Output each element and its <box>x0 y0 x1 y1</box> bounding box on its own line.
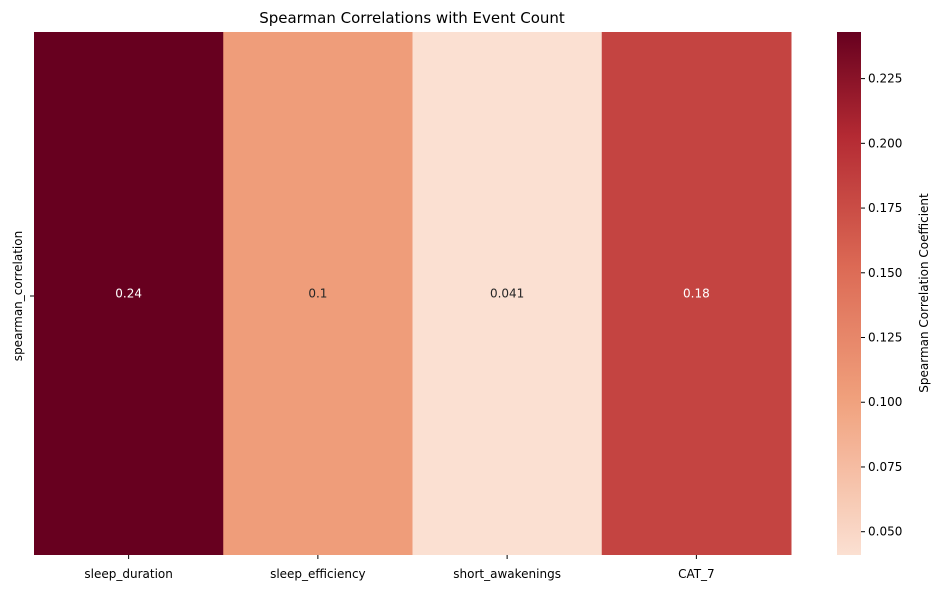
x-tick-label: CAT_7 <box>678 567 715 581</box>
cell-value-label: 0.041 <box>490 287 524 301</box>
heatmap-cell <box>223 32 413 555</box>
colorbar-tick-label: 0.050 <box>868 525 902 539</box>
colorbar-tick-label: 0.100 <box>868 395 902 409</box>
colorbar-tick-label: 0.075 <box>868 460 902 474</box>
colorbar <box>837 32 861 555</box>
cell-value-label: 0.24 <box>115 287 142 301</box>
cell-value-label: 0.1 <box>308 287 327 301</box>
colorbar-tick-label: 0.225 <box>868 72 902 86</box>
x-tick-label: sleep_duration <box>84 567 172 581</box>
heatmap-cells: 0.24 0.1 0.041 0.18 <box>34 32 792 555</box>
colorbar-tick-label: 0.150 <box>868 266 902 280</box>
chart-title: Spearman Correlations with Event Count <box>259 9 565 27</box>
colorbar-tick-label: 0.200 <box>868 136 902 150</box>
heatmap-cell <box>34 32 224 555</box>
heatmap-cell <box>601 32 792 555</box>
x-tick-labels: sleep_duration sleep_efficiency short_awak… <box>84 555 715 581</box>
colorbar-ticks: 0.050 0.075 0.100 0.125 0.150 0.175 0.200 0.225 <box>861 72 902 539</box>
x-tick-label: sleep_efficiency <box>270 567 366 581</box>
row-label: spearman_correlation <box>11 231 25 361</box>
colorbar-label: Spearman Correlation Coefficient <box>917 193 931 393</box>
colorbar-tick-label: 0.175 <box>868 201 902 215</box>
cell-value-label: 0.18 <box>683 287 710 301</box>
colorbar-tick-label: 0.125 <box>868 331 902 345</box>
x-tick-label: short_awakenings <box>453 567 561 581</box>
heatmap-cell <box>412 32 603 555</box>
